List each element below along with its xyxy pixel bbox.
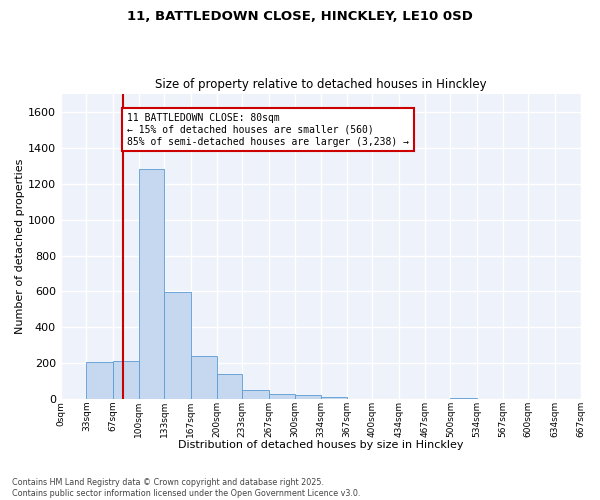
Bar [61,398,86,400]
Bar [242,390,269,400]
Bar [191,356,217,400]
Text: Contains HM Land Registry data © Crown copyright and database right 2025.
Contai: Contains HM Land Registry data © Crown c… [12,478,361,498]
Bar [321,397,347,400]
Bar [139,169,164,400]
Bar [347,399,373,400]
Bar [86,362,113,400]
Bar [217,374,242,400]
Bar [113,361,139,400]
Y-axis label: Number of detached properties: Number of detached properties [15,159,25,334]
Text: 11 BATTLEDOWN CLOSE: 80sqm
← 15% of detached houses are smaller (560)
85% of sem: 11 BATTLEDOWN CLOSE: 80sqm ← 15% of deta… [127,114,409,146]
Text: 11, BATTLEDOWN CLOSE, HINCKLEY, LE10 0SD: 11, BATTLEDOWN CLOSE, HINCKLEY, LE10 0SD [127,10,473,23]
Bar [295,395,321,400]
X-axis label: Distribution of detached houses by size in Hinckley: Distribution of detached houses by size … [178,440,463,450]
Bar [451,398,477,400]
Bar [164,292,191,400]
Bar [269,394,295,400]
Title: Size of property relative to detached houses in Hinckley: Size of property relative to detached ho… [155,78,487,91]
